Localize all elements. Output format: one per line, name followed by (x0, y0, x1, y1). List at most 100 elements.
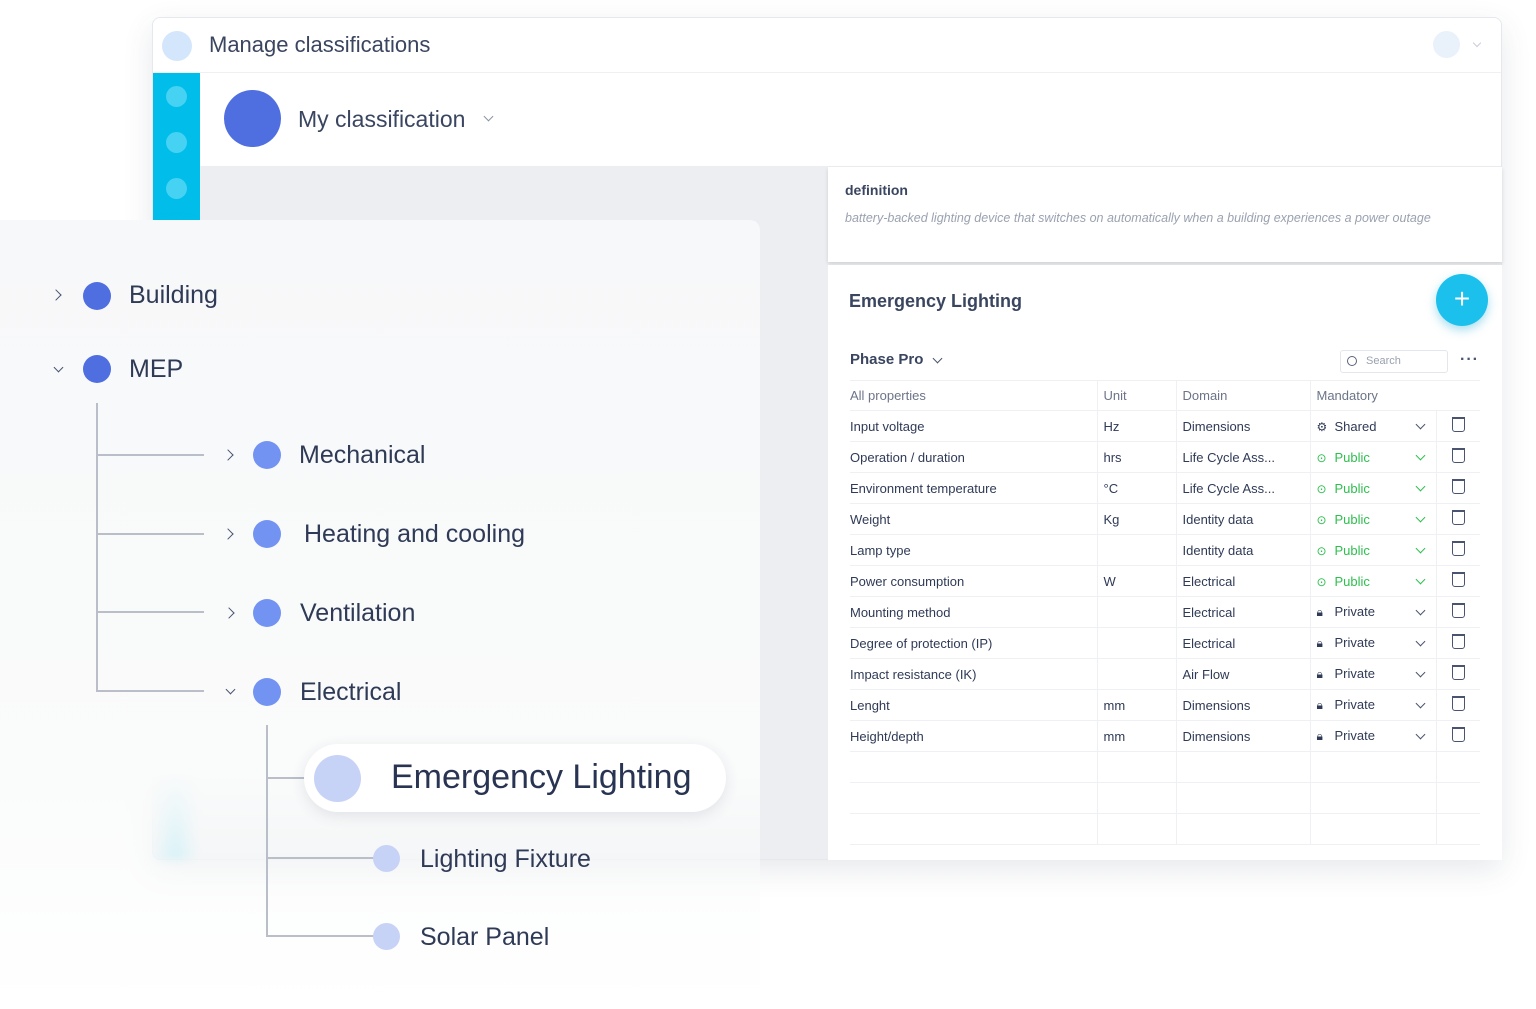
column-header[interactable]: Mandatory (1309, 380, 1436, 411)
property-name: Lamp type (850, 534, 1097, 566)
trash-icon (1451, 479, 1465, 494)
delete-button[interactable] (1435, 720, 1480, 752)
mandatory-select[interactable]: ⊙ Public (1309, 441, 1436, 473)
delete-button[interactable] (1435, 627, 1480, 659)
tree-node-mep[interactable]: MEP (129, 355, 184, 383)
sidebar-item[interactable] (166, 178, 187, 199)
trash-icon (1451, 510, 1465, 525)
top-bar: Manage classifications (153, 18, 1501, 73)
delete-button[interactable] (1435, 658, 1480, 690)
table-row[interactable]: Environment temperature °C Life Cycle As… (850, 472, 1480, 504)
tree-node-lighting-fixture[interactable]: Lighting Fixture (420, 845, 591, 873)
mandatory-select[interactable]: ⊙ Public (1309, 534, 1436, 566)
table-row[interactable]: Weight Kg Identity data ⊙ Public (850, 503, 1480, 535)
mandatory-select[interactable]: ⊙ Public (1309, 565, 1436, 597)
classification-selector[interactable]: My classification (298, 106, 466, 132)
tree-node-heating-cooling[interactable]: Heating and cooling (304, 520, 525, 548)
chevron-down-icon[interactable] (1415, 481, 1425, 492)
chevron-down-icon[interactable] (1415, 450, 1425, 461)
table-row[interactable]: Lenght mm Dimensions 🔒︎ Private (850, 689, 1480, 721)
property-unit: mm (1096, 689, 1176, 721)
sidebar-item[interactable] (166, 86, 187, 107)
table-row[interactable]: Operation / duration hrs Life Cycle Ass.… (850, 441, 1480, 473)
property-name: Mounting method (850, 596, 1097, 628)
mandatory-value: Public (1334, 480, 1370, 496)
mandatory-select[interactable]: ⊙ Public (1309, 503, 1436, 535)
tree-node-solar-panel[interactable]: Solar Panel (420, 923, 550, 951)
property-name: Lenght (850, 689, 1097, 721)
filter-dropdown[interactable]: Phase Pro (850, 351, 924, 368)
property-unit: Hz (1096, 410, 1176, 442)
delete-button[interactable] (1435, 441, 1480, 473)
tree-line (96, 690, 204, 692)
private-icon: 🔒︎ (1316, 605, 1323, 619)
tree-node-mechanical[interactable]: Mechanical (299, 441, 426, 469)
table-row[interactable]: Power consumption W Electrical ⊙ Public (850, 565, 1480, 597)
table-row[interactable]: Lamp type Identity data ⊙ Public (850, 534, 1480, 566)
mandatory-value: Public (1334, 573, 1370, 589)
property-domain: Electrical (1175, 627, 1310, 659)
chevron-down-icon[interactable] (483, 111, 494, 122)
trash-icon (1451, 603, 1465, 618)
mandatory-value: Public (1334, 511, 1370, 527)
mandatory-select[interactable]: 🔒︎ Private (1309, 627, 1436, 659)
table-row[interactable]: Mounting method Electrical 🔒︎ Private (850, 596, 1480, 628)
search-input[interactable]: Search (1340, 350, 1448, 373)
chevron-down-icon[interactable] (1415, 605, 1425, 616)
chevron-down-icon[interactable] (1415, 419, 1425, 430)
tree-node-building[interactable]: Building (129, 281, 218, 309)
app-logo (162, 31, 192, 61)
mandatory-select[interactable]: 🔒︎ Private (1309, 720, 1436, 752)
delete-button[interactable] (1435, 503, 1480, 535)
chevron-down-icon[interactable] (1415, 636, 1425, 647)
delete-button[interactable] (1435, 410, 1480, 442)
mandatory-select[interactable]: 🔒︎ Private (1309, 689, 1436, 721)
delete-button[interactable] (1435, 534, 1480, 566)
table-row[interactable]: Degree of protection (IP) Electrical 🔒︎ P… (850, 627, 1480, 659)
private-icon: 🔒︎ (1316, 698, 1323, 712)
definition-label: definition (845, 182, 908, 198)
more-options-icon[interactable]: ··· (1460, 351, 1479, 368)
chevron-down-icon[interactable] (1415, 729, 1425, 740)
delete-button[interactable] (1435, 472, 1480, 504)
trash-icon (1451, 665, 1465, 680)
mandatory-select[interactable]: ⚙ Shared (1309, 410, 1436, 442)
table-row[interactable]: Height/depth mm Dimensions 🔒︎ Private (850, 720, 1480, 752)
tree-node-electrical[interactable]: Electrical (300, 678, 402, 706)
table-row[interactable]: Input voltage Hz Dimensions ⚙ Shared (850, 410, 1480, 442)
tree-line (96, 533, 204, 535)
add-property-button[interactable]: + (1436, 274, 1488, 326)
column-header[interactable]: Domain (1175, 380, 1310, 411)
property-domain: Dimensions (1175, 689, 1310, 721)
tree-node-ventilation[interactable]: Ventilation (300, 599, 416, 627)
chevron-down-icon[interactable] (932, 353, 943, 364)
delete-button[interactable] (1435, 689, 1480, 721)
tree-line (266, 935, 374, 937)
mandatory-value: Private (1334, 666, 1375, 681)
tree-node-emergency-lighting[interactable]: Emergency Lighting (304, 744, 726, 812)
chevron-down-icon[interactable] (1415, 667, 1425, 678)
mandatory-select[interactable]: ⊙ Public (1309, 472, 1436, 504)
public-icon: ⊙ (1316, 543, 1327, 558)
mandatory-value: Private (1334, 604, 1375, 619)
column-header[interactable]: All properties (850, 380, 1097, 411)
chevron-down-icon[interactable] (1415, 543, 1425, 554)
empty-row (850, 751, 1480, 783)
mandatory-select[interactable]: 🔒︎ Private (1309, 658, 1436, 690)
sidebar-item[interactable] (166, 132, 187, 153)
private-icon: 🔒︎ (1316, 667, 1323, 681)
chevron-down-icon[interactable] (1472, 38, 1482, 48)
chevron-down-icon[interactable] (1415, 574, 1425, 585)
property-name: Weight (850, 503, 1097, 535)
chevron-down-icon[interactable] (1415, 512, 1425, 523)
chevron-down-icon[interactable] (1415, 698, 1425, 709)
delete-button[interactable] (1435, 596, 1480, 628)
column-header[interactable]: Unit (1096, 380, 1176, 411)
property-domain: Identity data (1175, 534, 1310, 566)
table-row[interactable]: Impact resistance (IK) Air Flow 🔒︎ Privat… (850, 658, 1480, 690)
property-name: Operation / duration (850, 441, 1097, 473)
delete-button[interactable] (1435, 565, 1480, 597)
mandatory-select[interactable]: 🔒︎ Private (1309, 596, 1436, 628)
user-avatar[interactable] (1433, 31, 1460, 58)
tree-panel (0, 220, 760, 1009)
